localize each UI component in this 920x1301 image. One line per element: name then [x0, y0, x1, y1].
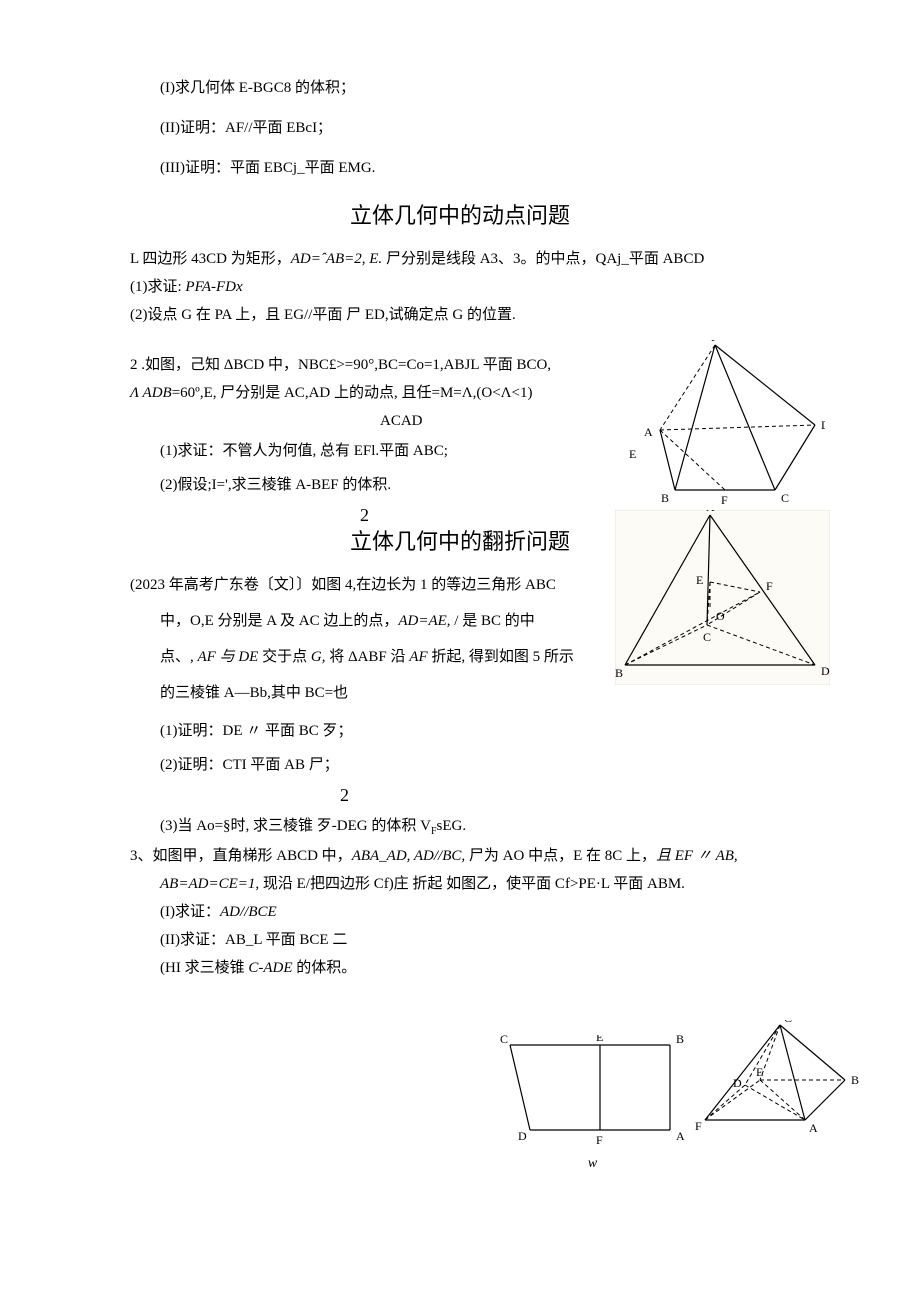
pf-l2-a: 中，O,E 分别是 A 及 AC 边上的点， [160, 613, 398, 629]
svg-text:B: B [661, 491, 669, 505]
p3-head-line: 3、如图甲，直角梯形 ABCD 中，ABA_AD, AD//BC, 尸为 AO … [130, 844, 805, 868]
pf-q3-a: (3)当 Ao=§时, 求三棱锥 歹-DEG 的体积 V [160, 818, 431, 834]
p3-l2: AB=AD=CE=1, 现沿 E/把四边形 Cf)庄 折起 如图乙，使平面 Cf… [130, 872, 805, 896]
p3-h-m: 尸为 AO 中点，E 在 8C 上， [465, 848, 656, 864]
pf-l2-c: / 是 BC 的中 [451, 613, 535, 629]
svg-text:D: D [821, 418, 825, 432]
pf-l3-i1: AF 与 DE [198, 649, 259, 665]
svg-text:A: A [809, 1121, 818, 1135]
figure-pyramid-pabcd: P A D B C F E [620, 340, 825, 510]
figure-folded-yi: C F A B ED [695, 1020, 860, 1140]
pf-l3-d: 折起, 得到如图 5 所示 [428, 649, 574, 665]
fig3r-svg: C F A B ED [695, 1020, 860, 1135]
p1-l1-a: L 四边形 43CD 为矩形， [130, 251, 291, 267]
p1-q1: (1)求证: PFA-FDx [130, 275, 805, 299]
pf-l3-b: 交于点 [258, 649, 311, 665]
top-iii: (III)证明：平面 EBCj_平面 EMG. [130, 156, 805, 180]
svg-text:F: F [721, 493, 728, 507]
pf-l3-i2: G, [311, 649, 326, 665]
p3-q1-i: AD//BCE [220, 904, 277, 920]
svg-text:E: E [596, 1035, 603, 1044]
pf-q3-b: sEG. [437, 818, 467, 834]
pf-l3-a: 点、, [160, 649, 198, 665]
fig3l-svg: C B D A E F [500, 1035, 685, 1145]
fig1-svg: P A D B C F E [620, 340, 825, 510]
pf-two: 2 [130, 781, 805, 810]
svg-text:C: C [781, 491, 789, 505]
p1-q1-i: PFA-FDx [185, 279, 242, 295]
p1-l1-i: AD=ˆAB=2, E. [291, 251, 382, 267]
svg-text:F: F [695, 1119, 702, 1133]
svg-text:B: B [676, 1035, 684, 1046]
p3-h-i2: 且 EF 〃 AB, [656, 848, 738, 864]
fig2-svg: A B D C E F O [615, 510, 830, 685]
svg-text:F: F [596, 1133, 603, 1145]
svg-text:E: E [696, 573, 703, 587]
p1-q1-a: (1)求证: [130, 279, 185, 295]
pf-q3: (3)当 Ao=§时, 求三棱锥 歹-DEG 的体积 VFsEG. [130, 814, 805, 840]
svg-text:A: A [706, 510, 715, 514]
fig3l-caption: w [500, 1153, 685, 1175]
p1-l1-b: 尸分别是线段 A3、3。的中点，QAj_平面 ABCD [382, 251, 704, 267]
p2-l2-b: =60º,E, 尸分别是 AC,AD 上的动点, 且任=M=Λ,(O<Λ<1) [172, 385, 533, 401]
p3-q2: (II)求证：AB_L 平面 BCE 二 [130, 928, 805, 952]
p3-l2-a: 现沿 E/把四边形 Cf)庄 折起 如图乙，使平面 Cf>PE·L 平面 ABM… [259, 876, 685, 892]
p3-q3-b: 的体积。 [293, 960, 357, 976]
p3-q3: (HI 求三棱锥 C-ADE 的体积。 [130, 956, 805, 980]
svg-text:F: F [766, 579, 773, 593]
svg-text:P: P [711, 340, 718, 344]
p3-q3-a: (HI 求三棱锥 [160, 960, 248, 976]
svg-text:D: D [733, 1076, 742, 1090]
p3-q1: (I)求证：AD//BCE [130, 900, 805, 924]
svg-text:B: B [851, 1073, 859, 1087]
p1-line1: L 四边形 43CD 为矩形，AD=ˆAB=2, E. 尸分别是线段 A3、3。… [130, 247, 805, 271]
svg-text:C: C [784, 1020, 792, 1025]
pf-l2-i: AD=AE, [398, 613, 450, 629]
pf-q1: (1)证明：DE 〃 平面 BC 歹； [130, 719, 805, 743]
pf-q2: (2)证明：CTI 平面 AB 尸； [130, 753, 805, 777]
heading-dynamic-point: 立体几何中的动点问题 [0, 198, 920, 233]
figure-trapezoid-jia: CBDAEF w [500, 1035, 685, 1165]
svg-text:A: A [676, 1129, 685, 1143]
svg-text:A: A [644, 425, 653, 439]
p3-h-a: 3、如图甲，直角梯形 ABCD 中， [130, 848, 352, 864]
p3-q3-i: C-ADE [248, 960, 292, 976]
svg-text:E: E [756, 1065, 763, 1079]
top-ii: (II)证明：AF//平面 EBcI； [130, 116, 805, 140]
svg-text:O: O [716, 609, 725, 623]
svg-text:E: E [629, 447, 636, 461]
p2-l2-i: Λ ADB [130, 385, 172, 401]
svg-text:B: B [615, 666, 623, 680]
pf-l3-i3: AF [409, 649, 427, 665]
figure-tetra-abcd: A B D C E F O [615, 510, 830, 685]
svg-text:C: C [703, 630, 711, 644]
p3-l2-i: AB=AD=CE=1, [160, 876, 259, 892]
pf-l3-c: 将 ΔABF 沿 [325, 649, 409, 665]
p3-q1-a: (I)求证： [160, 904, 220, 920]
top-i: (I)求几何体 E-BGC8 的体积； [130, 76, 805, 100]
p3-h-i1: ABA_AD, AD//BC, [352, 848, 465, 864]
p1-q2: (2)设点 G 在 PA 上，且 EG//平面 尸 ED,试确定点 G 的位置. [130, 303, 805, 327]
svg-text:D: D [821, 664, 830, 678]
svg-text:D: D [518, 1129, 527, 1143]
svg-text:C: C [500, 1035, 508, 1046]
